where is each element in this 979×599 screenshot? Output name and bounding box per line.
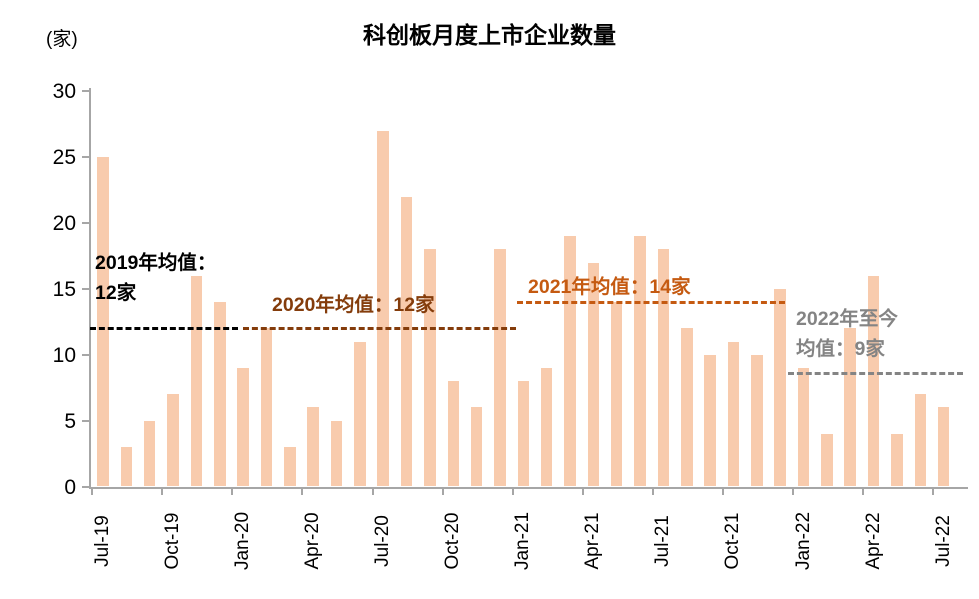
x-axis-tick-label: Jul-22 (932, 515, 954, 567)
bar-Jul-22 (937, 407, 950, 487)
x-axis-tick (931, 488, 934, 495)
average-line-avg-2020 (243, 326, 516, 330)
x-axis-line (89, 486, 968, 489)
x-axis-tick-label: Jan-21 (512, 511, 534, 571)
x-axis-tick (861, 488, 864, 495)
x-axis-tick-label: Oct-19 (162, 512, 184, 570)
bar-May-21 (610, 302, 623, 487)
bar-Jul-19 (97, 157, 109, 487)
bar-Apr-22 (867, 275, 880, 487)
bar-Jun-21 (634, 236, 646, 487)
x-axis-tick (161, 488, 164, 495)
y-axis-tick-label: 0 (64, 475, 76, 499)
y-axis-tick-label: 10 (52, 343, 76, 367)
y-axis-tick-label: 5 (64, 409, 76, 433)
bar-Feb-20 (260, 328, 273, 487)
x-axis-tick-label: Apr-22 (862, 512, 884, 570)
x-axis-tick-label: Jul-20 (372, 515, 394, 567)
bar-Sep-19 (143, 420, 156, 487)
bar-Oct-19 (167, 394, 179, 487)
x-axis-tick-label: Apr-21 (582, 512, 604, 570)
y-axis-tick (82, 353, 89, 356)
x-axis-tick-label: Jan-22 (792, 511, 814, 571)
x-axis-tick-label: Oct-20 (442, 512, 464, 570)
x-axis-tick (791, 488, 794, 495)
x-axis-tick-label: Jul-19 (92, 515, 113, 567)
x-axis-tick (441, 488, 444, 495)
bar-Jun-20 (354, 341, 366, 487)
y-axis-tick (82, 90, 89, 93)
bar-Nov-21 (751, 354, 763, 487)
bar-Dec-21 (774, 288, 786, 487)
bar-Mar-20 (284, 446, 296, 487)
y-axis-tick-label: 15 (52, 277, 76, 301)
y-axis-tick (82, 156, 89, 159)
y-axis-line (89, 88, 91, 489)
bar-Jul-21 (657, 249, 670, 487)
bar-Aug-20 (400, 196, 413, 487)
x-axis-tick (651, 488, 654, 495)
bar-Apr-20 (307, 407, 319, 487)
bar-Jan-22 (797, 367, 810, 487)
chart-title: 科创板月度上市企业数量 (363, 22, 616, 48)
y-axis-tick (82, 485, 89, 488)
y-axis-tick-label: 25 (52, 146, 76, 170)
average-line-avg-2021 (517, 300, 785, 304)
bar-Sep-20 (424, 249, 436, 487)
x-axis-tick (231, 488, 234, 495)
bar-Feb-22 (821, 433, 833, 487)
x-axis-tick (721, 488, 724, 495)
y-axis-tick (82, 222, 89, 225)
bar-Oct-20 (447, 381, 459, 487)
x-axis-tick-label: Oct-21 (722, 512, 744, 570)
bar-Nov-20 (470, 407, 483, 487)
y-axis-tick-label: 30 (52, 80, 76, 104)
bar-Dec-20 (494, 249, 506, 487)
x-axis-tick (581, 488, 584, 495)
average-label-avg-2020: 2020年均值：12家 (272, 294, 435, 316)
bar-Aug-21 (681, 328, 693, 487)
y-axis-tick (82, 419, 89, 422)
x-axis-tick-label: Jul-21 (652, 515, 674, 567)
bar-Mar-22 (844, 328, 856, 487)
x-axis-tick (301, 488, 304, 495)
bar-May-22 (891, 433, 903, 487)
average-label-avg-2022: 2022年至今 均值：9家 (796, 308, 898, 360)
y-axis-unit-label: (家) (46, 29, 78, 50)
bar-Feb-21 (540, 367, 553, 487)
bar-Apr-21 (587, 262, 600, 487)
average-line-avg-2022 (788, 371, 963, 375)
x-axis-tick-label: Jan-20 (232, 511, 254, 571)
bar-Jun-22 (914, 394, 926, 487)
bar-Sep-21 (704, 354, 716, 487)
bar-Jul-20 (377, 130, 389, 487)
bar-Nov-19 (190, 275, 203, 487)
x-axis-tick (371, 488, 374, 495)
average-label-avg-2021: 2021年均值：14家 (528, 276, 691, 298)
bar-Jan-21 (517, 381, 530, 487)
bar-May-20 (330, 420, 343, 487)
bar-Jan-20 (237, 367, 249, 487)
x-axis-tick (91, 488, 94, 495)
y-axis-tick (82, 287, 89, 290)
bar-Aug-19 (120, 446, 133, 487)
average-line-avg-2019 (90, 326, 238, 330)
bar-Oct-21 (727, 341, 740, 487)
x-axis-tick-label: Apr-20 (302, 512, 324, 570)
bar-Dec-19 (214, 302, 226, 487)
x-axis-tick (511, 488, 514, 495)
average-label-avg-2019: 2019年均值： 12家 (95, 252, 217, 304)
y-axis-tick-label: 20 (52, 212, 76, 236)
bar-Mar-21 (564, 236, 576, 487)
